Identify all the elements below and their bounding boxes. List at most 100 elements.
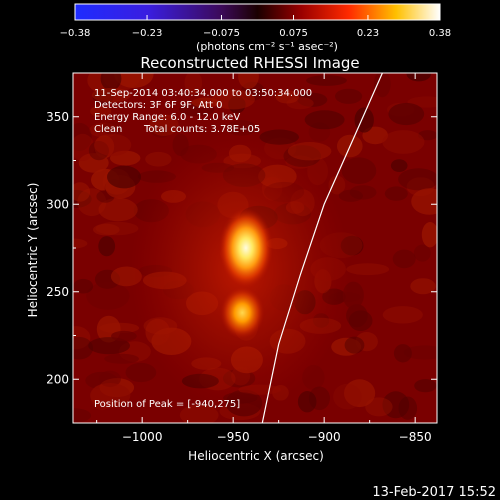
axis-ticks: −1000 −950 −900 −850 200 250 300 350 <box>46 72 437 444</box>
x-tick-label: −850 <box>399 430 432 444</box>
annotation-total-counts: Total counts: 3.78E+05 <box>143 124 260 135</box>
texture-blob <box>304 110 345 130</box>
texture-blob <box>390 159 408 173</box>
x-tick-label: −900 <box>308 430 341 444</box>
x-tick-label: −1000 <box>122 430 163 444</box>
texture-blob <box>86 282 130 310</box>
texture-blob <box>392 249 416 269</box>
footer-timestamp: 13-Feb-2017 15:52 <box>372 485 496 500</box>
texture-blob <box>344 379 376 408</box>
texture-blob <box>114 73 154 88</box>
texture-blob <box>382 130 425 154</box>
annotation-detectors: Detectors: 3F 6F 9F, Att 0 <box>94 100 222 111</box>
texture-blob <box>73 238 88 249</box>
texture-blob <box>98 197 138 222</box>
texture-blob <box>355 332 378 352</box>
texture-blob <box>92 89 114 105</box>
texture-blob <box>73 133 95 161</box>
texture-blob <box>341 157 377 184</box>
texture-blob <box>90 105 112 117</box>
texture-blob <box>145 151 172 167</box>
texture-blob <box>365 397 393 417</box>
y-tick-label: 350 <box>46 110 69 124</box>
texture-blob <box>335 88 363 104</box>
texture-blob <box>102 121 122 135</box>
texture-blob <box>413 244 431 262</box>
texture-blob <box>73 336 94 360</box>
texture-blob <box>328 175 346 195</box>
texture-blob <box>338 189 363 202</box>
texture-blob <box>238 73 259 89</box>
solar-limb-line <box>261 73 383 423</box>
texture-blob <box>384 186 408 201</box>
texture-blob <box>414 379 437 393</box>
texture-blob <box>406 73 432 82</box>
colorbar-tick-label: 0.23 <box>357 28 379 39</box>
texture-blob <box>333 383 362 410</box>
texture-blob <box>78 153 109 173</box>
y-axis-label: Heliocentric Y (arcsec) <box>26 183 40 318</box>
texture-blob <box>98 370 121 387</box>
texture-blob <box>95 221 139 236</box>
texture-blob <box>382 306 423 324</box>
texture-blob <box>88 337 130 355</box>
texture-blob <box>125 362 157 383</box>
texture-blob <box>349 185 377 200</box>
texture-blob <box>331 337 362 356</box>
texture-blob <box>73 408 92 423</box>
colorbar-gradient <box>75 4 440 20</box>
texture-blob <box>184 73 203 95</box>
colorbar-frame <box>74 3 441 21</box>
texture-blob <box>107 165 141 189</box>
colorbar: −0.38 −0.23 −0.075 0.075 0.23 0.38 (photons c… <box>60 3 451 53</box>
texture-blob <box>344 336 365 354</box>
texture-blob <box>398 396 418 420</box>
annotation-clean: Clean <box>94 124 122 135</box>
annotation-peak-position: Position of Peak = [-940,275] <box>94 399 240 410</box>
texture-blob <box>100 73 122 91</box>
texture-blob <box>104 353 139 364</box>
texture-blob <box>191 97 220 108</box>
annotation-time-range: 11-Sep-2014 03:40:34.000 to 03:50:34.000 <box>94 88 312 99</box>
texture-blob <box>410 278 436 295</box>
texture-blob <box>98 236 116 257</box>
texture-blob <box>93 223 120 236</box>
texture-blob <box>91 87 131 103</box>
texture-blob <box>388 102 425 126</box>
chart-title: Reconstructed RHESSI Image <box>140 54 359 72</box>
colorbar-units-label: (photons cm⁻² s⁻¹ asec⁻²) <box>196 40 338 53</box>
texture-blob <box>73 182 91 202</box>
texture-blob <box>393 344 412 363</box>
texture-blob <box>398 168 437 191</box>
y-tick-label: 200 <box>46 372 69 386</box>
texture-blob <box>89 122 119 138</box>
texture-blob <box>346 304 368 328</box>
texture-blob <box>297 391 317 413</box>
colorbar-tick-label: −0.075 <box>203 28 240 39</box>
texture-blob <box>111 330 137 342</box>
colorbar-ticks: −0.38 −0.23 −0.075 0.075 0.23 0.38 <box>60 15 451 39</box>
texture-blob <box>73 122 92 151</box>
texture-blob <box>179 404 219 423</box>
texture-blob <box>90 383 131 408</box>
texture-blob <box>73 189 92 208</box>
texture-blob <box>373 73 391 98</box>
texture-blob <box>93 133 132 156</box>
texture-blob <box>151 124 172 138</box>
texture-blob <box>403 345 437 360</box>
texture-blob <box>149 114 179 136</box>
colorbar-tick-label: 0.075 <box>279 28 308 39</box>
colorbar-tick-label: 0.38 <box>429 28 451 39</box>
secondary-source <box>220 286 265 339</box>
y-tick-label: 250 <box>46 285 69 299</box>
texture-blob <box>382 391 410 419</box>
y-tick-label: 300 <box>46 197 69 211</box>
texture-blob <box>73 326 91 350</box>
plot-area: −1000 −950 −900 −850 200 250 300 350 11-Sep-201… <box>46 72 438 444</box>
colorbar-tick-label: −0.23 <box>132 28 163 39</box>
texture-blob <box>346 263 390 276</box>
annotation-energy-range: Energy Range: 6.0 - 12.0 keV <box>94 112 240 123</box>
texture-blob <box>306 75 347 86</box>
texture-blob <box>275 90 300 104</box>
